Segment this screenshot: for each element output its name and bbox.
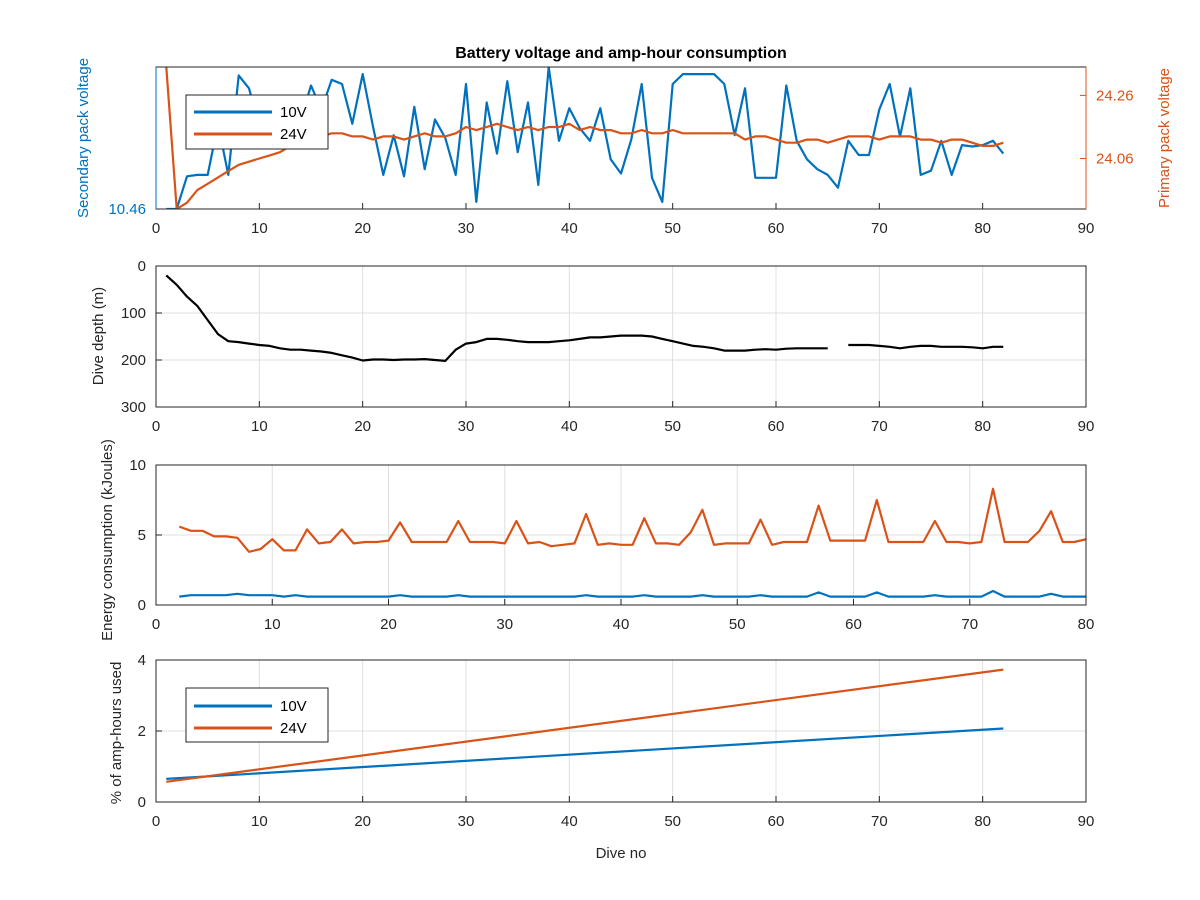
x-tick-label: 0 [152, 616, 160, 633]
legend: 10V 24V [185, 687, 329, 743]
legend-box [185, 687, 329, 743]
y-tick-label: 10.46 [108, 201, 146, 218]
x-tick-label: 70 [961, 616, 978, 633]
depth-series [165, 274, 1004, 362]
depth-panel: 0 10 20 30 40 50 60 70 80 90 0 100 200 300 Dive dept… [90, 258, 1094, 435]
x-tick-label: 10 [251, 418, 268, 435]
legend-label-24v: 24V [280, 720, 307, 737]
y-tick-label: 0 [138, 597, 146, 614]
blue-series-line [179, 589, 1086, 598]
x-tick-labels: 0 10 20 30 40 50 60 70 80 90 [152, 796, 1095, 830]
x-tick-label: 60 [768, 813, 785, 830]
x-tick-label: 0 [152, 418, 160, 435]
voltage-panel: Battery voltage and amp-hour consumption… [75, 45, 1173, 237]
legend-label-24v: 24V [280, 126, 307, 143]
x-tick-label: 80 [1078, 616, 1095, 633]
x-tick-label: 30 [496, 616, 513, 633]
x-tick-label: 20 [354, 418, 371, 435]
y-tick-label: 0 [138, 258, 146, 275]
y-right-tick-labels: 24.06 24.26 [1080, 87, 1134, 168]
x-tick-label: 10 [251, 220, 268, 237]
x-tick-label: 50 [664, 813, 681, 830]
y-tick-label: 4 [138, 652, 146, 669]
y-axis-right-label: Primary pack voltage [1156, 68, 1173, 208]
x-tick-label: 10 [251, 813, 268, 830]
y-tick-label: 100 [121, 305, 146, 322]
x-tick-labels: 0 10 20 30 40 50 60 70 80 90 [152, 401, 1095, 435]
x-tick-label: 70 [871, 418, 888, 435]
plot-frame [155, 659, 1087, 803]
energy-series [178, 487, 1086, 598]
y-axis-label: Energy consumption (kJoules) [99, 439, 116, 641]
y-tick-label: 300 [121, 399, 146, 416]
x-tick-label: 60 [768, 220, 785, 237]
y-axis-label: Secondary pack voltage [75, 58, 92, 218]
x-tick-label: 70 [871, 813, 888, 830]
chart-title: Battery voltage and amp-hour consumption [455, 45, 787, 62]
y-tick-label: 10 [129, 457, 146, 474]
grid [155, 464, 1087, 606]
x-tick-label: 40 [561, 813, 578, 830]
y-tick-labels: 0 100 200 300 [121, 258, 162, 416]
x-tick-label: 90 [1078, 220, 1095, 237]
y-tick-label: 2 [138, 723, 146, 740]
y-tick-label: 200 [121, 352, 146, 369]
legend-label-10v: 10V [280, 104, 307, 121]
x-tick-label: 40 [561, 220, 578, 237]
y-axis-label: % of amp-hours used [108, 662, 125, 805]
amp-hours-series [166, 668, 1004, 783]
24v-series-line [166, 668, 1004, 783]
x-axis-label: Dive no [596, 845, 647, 862]
x-tick-label: 90 [1078, 418, 1095, 435]
10v-series-line [166, 727, 1004, 780]
x-tick-label: 40 [561, 418, 578, 435]
energy-panel: 0 10 20 30 40 50 60 70 80 0 5 10 Energy consumptio… [99, 439, 1094, 641]
x-tick-label: 80 [974, 220, 991, 237]
x-tick-label: 20 [380, 616, 397, 633]
x-tick-label: 50 [664, 220, 681, 237]
y-right-tick-label: 24.06 [1096, 151, 1134, 168]
x-tick-label: 30 [458, 418, 475, 435]
legend-box [185, 94, 329, 150]
x-tick-label: 90 [1078, 813, 1095, 830]
x-tick-label: 30 [458, 220, 475, 237]
x-tick-label: 70 [871, 220, 888, 237]
legend: 10V 24V [185, 94, 329, 150]
y-right-tick-label: 24.26 [1096, 87, 1134, 104]
black-series-line [165, 274, 1004, 362]
x-tick-label: 0 [152, 813, 160, 830]
x-tick-label: 30 [458, 813, 475, 830]
legend-label-10v: 10V [280, 698, 307, 715]
x-tick-label: 80 [974, 813, 991, 830]
y-tick-labels: 10.46 [108, 201, 162, 218]
x-tick-label: 60 [845, 616, 862, 633]
x-tick-label: 50 [664, 418, 681, 435]
plot-frame [155, 464, 1087, 606]
x-tick-label: 40 [613, 616, 630, 633]
x-tick-label: 20 [354, 813, 371, 830]
x-tick-label: 60 [768, 418, 785, 435]
x-tick-label: 10 [264, 616, 281, 633]
y-tick-labels: 0 2 4 [138, 652, 162, 811]
y-tick-labels: 0 5 10 [129, 457, 162, 614]
x-tick-label: 0 [152, 220, 160, 237]
y-tick-label: 0 [138, 794, 146, 811]
x-tick-label: 20 [354, 220, 371, 237]
y-tick-label: 5 [138, 527, 146, 544]
amp-hours-panel: 0 10 20 30 40 50 60 70 80 90 0 2 4 % of amp-hours u… [108, 652, 1094, 862]
x-tick-label: 50 [729, 616, 746, 633]
plot-frame [155, 265, 1087, 408]
x-tick-label: 80 [974, 418, 991, 435]
orange-series-line [178, 487, 1086, 553]
y-axis-label: Dive depth (m) [90, 287, 107, 385]
x-tick-labels: 0 10 20 30 40 50 60 70 80 [152, 599, 1095, 633]
x-tick-labels: 0 10 20 30 40 50 60 70 80 90 [152, 203, 1095, 237]
